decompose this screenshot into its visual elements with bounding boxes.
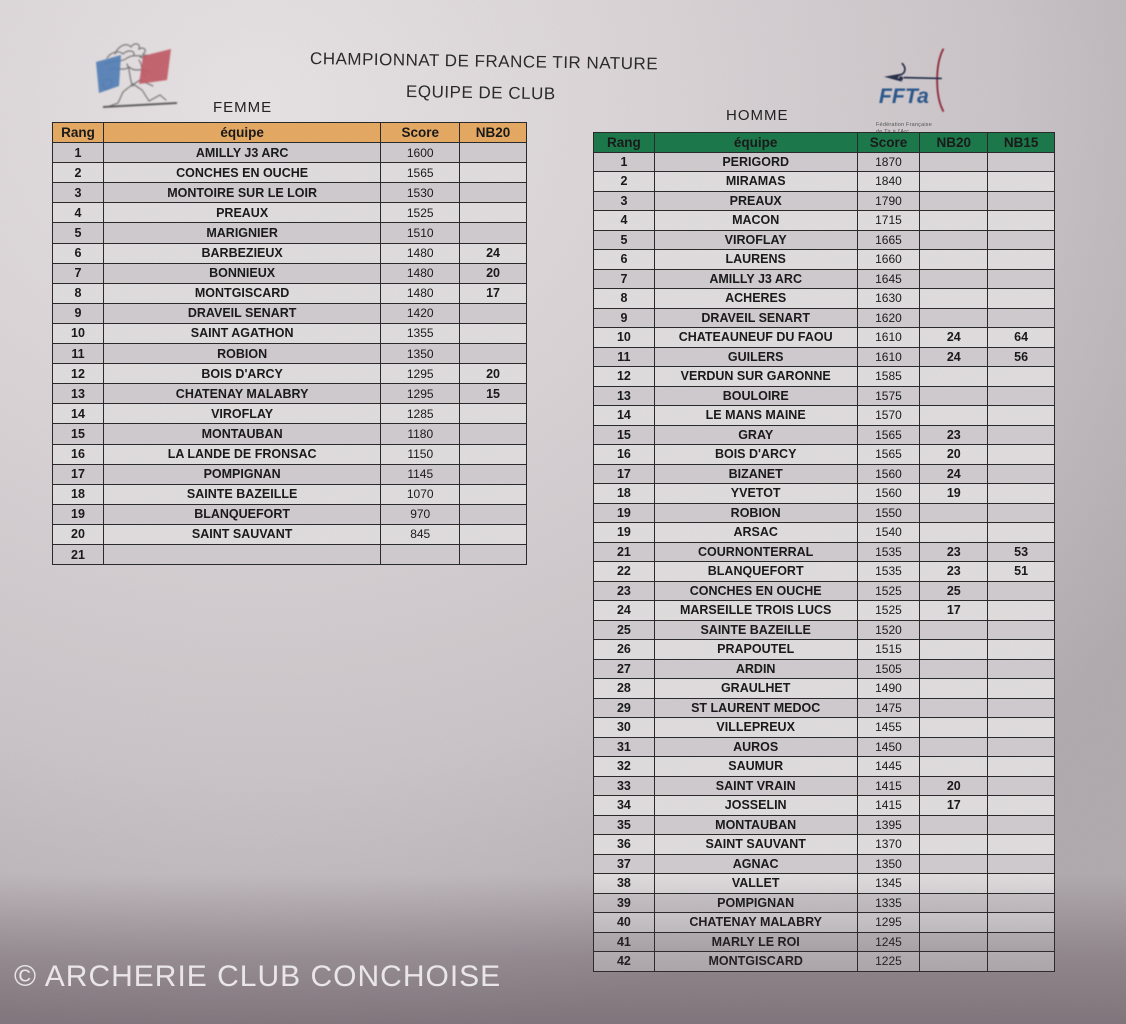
svg-text:FFTa: FFTa — [879, 84, 929, 108]
